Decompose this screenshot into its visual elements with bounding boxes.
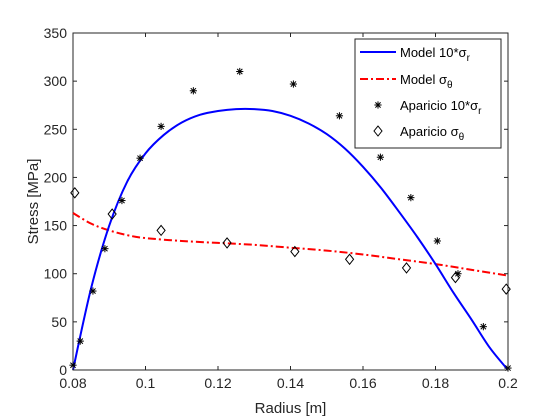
asterisk-stroke — [375, 102, 381, 108]
asterisk-stroke — [190, 87, 197, 94]
aparicio-sigma-r-point — [236, 67, 244, 76]
y-tick-label: 250 — [44, 121, 68, 137]
asterisk-stroke — [455, 270, 461, 277]
x-axis-label: Radius [m] — [255, 400, 327, 417]
aparicio-sigma-theta-point — [450, 271, 461, 284]
y-tick-label: 100 — [44, 266, 68, 282]
aparicio-sigma-r-point — [407, 194, 415, 202]
aparicio-sigma-r-point — [289, 80, 297, 88]
y-tick-label: 0 — [59, 362, 67, 378]
asterisk-stroke — [137, 155, 144, 162]
aparicio-sigma-theta-point — [344, 253, 355, 266]
x-tick-label: 0.08 — [59, 375, 86, 391]
aparicio-sigma-r-point — [335, 112, 344, 120]
x-tick-label: 0.12 — [204, 375, 231, 391]
aparicio-sigma-r-point — [157, 122, 165, 130]
aparicio-sigma-theta-point — [401, 262, 412, 274]
asterisk-stroke — [377, 154, 384, 161]
legend-entry-label: Aparicio 10*σr — [400, 98, 482, 117]
y-tick-label: 350 — [44, 25, 68, 41]
aparicio-sigma-theta-point — [107, 208, 117, 220]
aparicio-sigma-theta-point — [70, 187, 80, 199]
aparicio-sigma-r-point — [118, 196, 126, 205]
y-tick-label: 200 — [44, 169, 68, 185]
aparicio-sigma-r-point — [189, 87, 197, 95]
y-axis-label: Stress [MPa] — [25, 159, 42, 245]
legend-sample-aparicio-sigma-r — [374, 101, 382, 109]
y-tick-label: 300 — [44, 73, 68, 89]
y-tick-label: 50 — [51, 314, 67, 330]
x-tick-label: 0.2 — [498, 375, 518, 391]
asterisk-stroke — [101, 245, 108, 252]
aparicio-sigma-theta-point — [156, 224, 166, 237]
asterisk-stroke — [407, 194, 414, 201]
aparicio-sigma-r-point — [433, 237, 441, 245]
asterisk-stroke — [236, 68, 243, 75]
aparicio-sigma-theta-point — [501, 283, 511, 295]
aparicio-sigma-r-point — [76, 337, 84, 345]
x-tick-label: 0.16 — [349, 375, 376, 391]
x-tick-label: 0.14 — [277, 375, 304, 391]
aparicio-sigma-r-point — [136, 154, 144, 162]
legend-entry-label: Model σθ — [400, 72, 453, 91]
aparicio-sigma-r-point — [479, 323, 487, 331]
y-tick-label: 150 — [44, 218, 68, 234]
asterisk-stroke — [434, 238, 441, 244]
asterisk-stroke — [290, 81, 297, 87]
asterisk-stroke — [480, 323, 487, 330]
asterisk-stroke — [336, 112, 343, 119]
aparicio-sigma-r-point — [89, 287, 97, 295]
x-tick-label: 0.18 — [422, 375, 449, 391]
legend-box — [354, 38, 502, 149]
aparicio-sigma-r-point — [69, 361, 77, 369]
legend-sample-aparicio-sigma-theta — [373, 125, 383, 137]
asterisk-stroke — [118, 197, 125, 204]
aparicio-sigma-theta-point — [290, 245, 300, 258]
x-tick-label: 0.1 — [136, 375, 156, 391]
legend: Model 10*σr Model σθ Aparicio 10*σr Aparici… — [354, 38, 502, 149]
asterisk-stroke — [89, 288, 96, 294]
legend-entry-label: Model 10*σr — [400, 45, 471, 64]
series-group — [69, 67, 512, 372]
asterisk-stroke — [158, 123, 165, 130]
legend-entry-label: Aparicio σθ — [400, 124, 465, 143]
aparicio-sigma-r-point — [376, 153, 384, 161]
model-sigma-theta-line — [72, 212, 509, 277]
aparicio-sigma-r-point — [101, 245, 109, 253]
asterisk-stroke — [77, 338, 84, 345]
aparicio-sigma-theta-point — [222, 237, 232, 249]
ticks-group: 0.08 0.1 0.12 0.14 0.16 0.18 0.2 0 50 100 150 200 25… — [44, 25, 518, 391]
asterisk-stroke — [70, 362, 76, 369]
